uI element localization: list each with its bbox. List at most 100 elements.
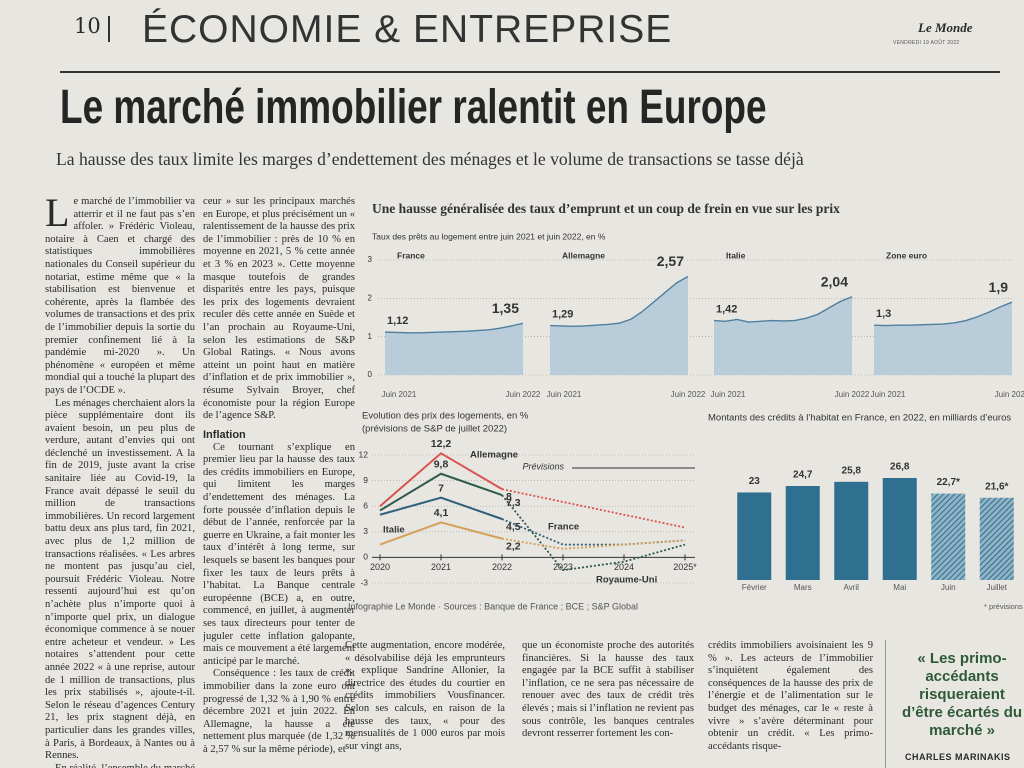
paragraph: Conséquence : les taux de crédit immobil… (203, 668, 355, 755)
panel-name: France (397, 250, 425, 260)
forecast-line (501, 488, 686, 529)
panel-name: Italie (726, 250, 746, 260)
series-label: Royaume-Uni (596, 575, 657, 586)
separator (108, 16, 110, 42)
value-label: 1,42 (716, 303, 737, 315)
value-label: 25,8 (842, 465, 862, 476)
value-label: 7,3 (506, 497, 521, 509)
forecast-line (501, 537, 686, 550)
line (713, 296, 853, 323)
article-column: ceur » sur les principaux marchés en Eur… (203, 196, 355, 768)
paragraph: crédits immobiliers avoisinaient les 9 %… (708, 640, 873, 752)
infographic-title: Une hausse généralisée des taux d’emprun… (372, 201, 840, 216)
article-column: que un économiste proche des autorités f… (522, 640, 694, 768)
x-tick-label: Juillet (987, 583, 1008, 592)
section-title: ÉCONOMIE & ENTREPRISE (142, 8, 673, 51)
value-label: 9,8 (434, 459, 449, 471)
line (379, 521, 503, 546)
x-tick-label: 2022 (492, 562, 512, 572)
paragraph: En réalité, l’ensemble du marché immobil… (45, 763, 195, 768)
line (873, 301, 1013, 327)
value-label: 2,2 (506, 540, 521, 552)
y-tick-label: 2 (368, 293, 373, 302)
line (379, 452, 503, 507)
chart-subtitle: (prévisions de S&P de juillet 2022) (362, 424, 507, 435)
bar (834, 481, 869, 580)
value-label: 1,35 (492, 300, 519, 316)
x-tick-label: 2024 (614, 562, 634, 572)
value-label: 12,2 (431, 438, 452, 450)
y-tick-label: 0 (368, 370, 373, 379)
panel-name: Zone euro (886, 250, 927, 260)
value-label: 1,9 (989, 279, 1009, 295)
paragraph: Cette augmentation, encore modérée, « dé… (345, 640, 505, 752)
pull-quote: « Les primo-accédants risqueraient d’êtr… (901, 650, 1023, 739)
value-label: 1,3 (876, 308, 891, 320)
article-column: Cette augmentation, encore modérée, « dé… (345, 640, 505, 768)
y-tick-label: 0 (363, 552, 368, 562)
subheading: Inflation (203, 428, 246, 441)
area (385, 323, 523, 375)
bar (979, 497, 1014, 580)
x-tick-label: 2021 (431, 562, 451, 572)
value-label: 2,57 (657, 253, 684, 269)
x-tick-label: Juin 2021 (711, 390, 746, 399)
bar (882, 478, 917, 580)
article-column: crédits immobiliers avoisinaient les 9 %… (708, 640, 873, 768)
x-tick-label: Mai (893, 583, 906, 592)
x-tick-label: Juin (941, 583, 956, 592)
separator (885, 640, 886, 768)
x-tick-label: Juin 2022 (671, 390, 706, 399)
x-tick-label: Avril (844, 583, 860, 592)
source: Infographie Le Monde · Sources : Banque … (348, 601, 638, 611)
bar (737, 492, 772, 580)
masthead: Le Monde (918, 20, 973, 35)
value-label: 26,8 (890, 462, 910, 473)
header-rule (60, 71, 1000, 73)
page-number: 10 (74, 14, 101, 38)
y-tick-label: 3 (368, 255, 373, 264)
forecast-label: Prévisions (522, 461, 564, 471)
y-tick-label: -3 (360, 577, 368, 587)
x-tick-label: Juin 2022 (506, 390, 541, 399)
subheadline: La hausse des taux limite les marges d’e… (56, 149, 804, 169)
y-tick-label: 9 (363, 475, 368, 485)
value-label: 1,12 (387, 315, 408, 327)
value-label: 21,6* (985, 481, 1008, 492)
x-tick-label: Février (742, 583, 767, 592)
x-tick-label: Juin 2022 (995, 390, 1024, 399)
paragraph: Les ménages cherchaient alors la pièce s… (45, 397, 195, 762)
paragraph: que un économiste proche des autorités f… (522, 640, 694, 740)
chart-title: Evolution des prix des logements, en % (362, 411, 529, 422)
chart-title: Montants des crédits à l’habitat en Fran… (708, 413, 1011, 424)
value-label: 22,7* (937, 477, 960, 488)
line (379, 496, 503, 520)
value-label: 7 (438, 482, 444, 494)
x-tick-label: Mars (794, 583, 812, 592)
series-label: Allemagne (470, 450, 518, 461)
y-tick-label: 1 (368, 332, 373, 341)
y-tick-label: 12 (359, 449, 369, 459)
series-label: France (548, 522, 579, 533)
line (549, 275, 689, 328)
paragraph: Le marché de l’immobilier va atterrir et… (45, 196, 195, 396)
x-tick-label: Juin 2021 (547, 390, 582, 399)
value-label: 24,7 (793, 470, 813, 481)
series-label: Italie (383, 525, 405, 536)
bar (785, 485, 820, 580)
line (384, 322, 524, 334)
paragraph: Ce tournant s’explique en premier lieu p… (203, 441, 355, 667)
date: VENDREDI 19 AOÛT 2022 (893, 40, 960, 46)
bar (931, 493, 966, 580)
pull-quote-author: CHARLES MARINAKIS (905, 752, 1011, 762)
value-label: 23 (749, 476, 761, 487)
paragraph: ceur » sur les principaux marchés en Eur… (203, 196, 355, 422)
value-label: 2,04 (821, 274, 848, 290)
headline: Le marché immobilier ralentit en Europe (60, 81, 767, 134)
article-column: Le marché de l’immobilier va atterrir et… (45, 196, 195, 768)
x-tick-label: 2023 (553, 562, 573, 572)
y-tick-label: 3 (363, 526, 368, 536)
area (874, 302, 1012, 375)
